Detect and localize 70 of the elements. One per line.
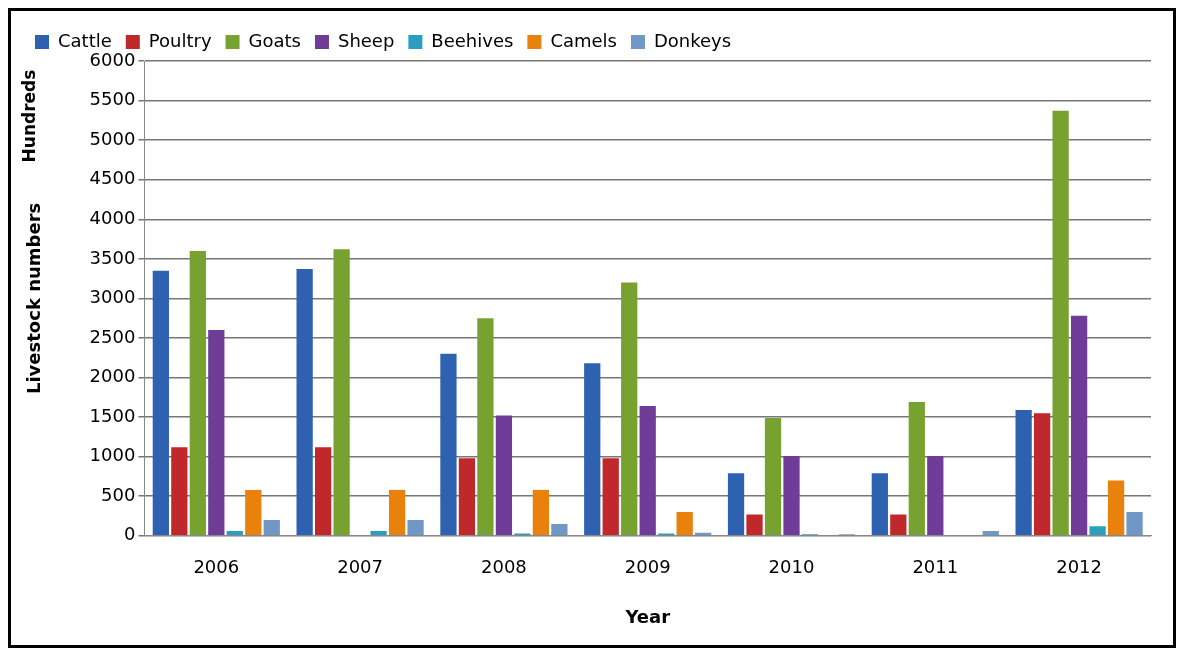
bar	[890, 514, 907, 536]
y-tick-label: 5000	[89, 127, 136, 149]
x-tick-label: 2007	[337, 556, 384, 578]
bar	[551, 523, 568, 536]
bar	[1126, 512, 1143, 536]
bar	[1052, 110, 1069, 536]
bar	[871, 473, 888, 536]
text: Hundreds	[19, 69, 40, 163]
bar	[927, 455, 944, 536]
bar	[171, 447, 188, 536]
y-tick-label: 3000	[89, 286, 136, 308]
legend-label: Camels	[550, 29, 617, 51]
bar	[407, 519, 424, 536]
y-tick-label: 3500	[89, 246, 136, 268]
bar	[532, 489, 550, 536]
bar	[746, 514, 763, 536]
legend-label: Sheep	[337, 29, 395, 51]
legend-label: Donkeys	[653, 29, 732, 51]
y-axis-title: Livestock numbers	[23, 202, 45, 395]
y-tick-label: 2000	[89, 365, 136, 387]
bar	[727, 473, 745, 536]
x-tick-label: 2006	[193, 556, 240, 578]
x-tick-label: 2010	[768, 556, 815, 578]
y-tick-label: 1500	[89, 404, 136, 426]
bar	[764, 417, 782, 536]
y-tick-label: 5500	[89, 88, 136, 110]
bar	[982, 531, 999, 536]
bar	[1033, 413, 1051, 536]
bar	[676, 512, 693, 536]
x-tick-label: 2009	[624, 556, 671, 578]
bar	[908, 402, 925, 536]
bar	[152, 270, 169, 536]
bar	[315, 447, 332, 536]
y-tick-label: 6000	[89, 48, 136, 70]
y-tick-label: 4500	[89, 167, 136, 189]
bar	[245, 489, 262, 536]
legend-label: Beehives	[431, 29, 514, 51]
y-tick-label: 0	[123, 523, 136, 545]
bar	[639, 406, 656, 536]
bar	[458, 458, 476, 536]
x-tick-label: 2012	[1056, 556, 1103, 578]
bar	[1107, 480, 1125, 536]
bar	[1070, 315, 1088, 536]
bar	[189, 250, 206, 536]
bar	[370, 531, 387, 536]
bar	[440, 353, 457, 536]
x-tick-label: 2011	[912, 556, 959, 578]
bar	[388, 489, 406, 536]
x-axis-title: Year	[624, 605, 671, 627]
bar	[296, 269, 313, 536]
bar	[584, 363, 601, 536]
bar	[263, 519, 280, 536]
bar	[783, 455, 800, 536]
bar	[1015, 409, 1032, 536]
y-tick-label: 1000	[89, 444, 136, 466]
y-tick-label: 4000	[89, 206, 136, 228]
legend-label: Cattle	[58, 29, 112, 51]
bar	[333, 249, 350, 536]
bar	[1089, 526, 1106, 536]
bar	[602, 458, 619, 536]
bar	[208, 330, 225, 536]
y-tick-label: 500	[101, 483, 136, 505]
bar	[477, 318, 494, 536]
bar	[495, 415, 513, 536]
legend-label: Poultry	[148, 29, 212, 51]
bar	[621, 282, 638, 536]
legend-label: Goats	[248, 29, 301, 51]
bar	[226, 531, 243, 536]
x-tick-label: 2008	[481, 556, 527, 578]
y-tick-label: 2500	[89, 325, 136, 347]
